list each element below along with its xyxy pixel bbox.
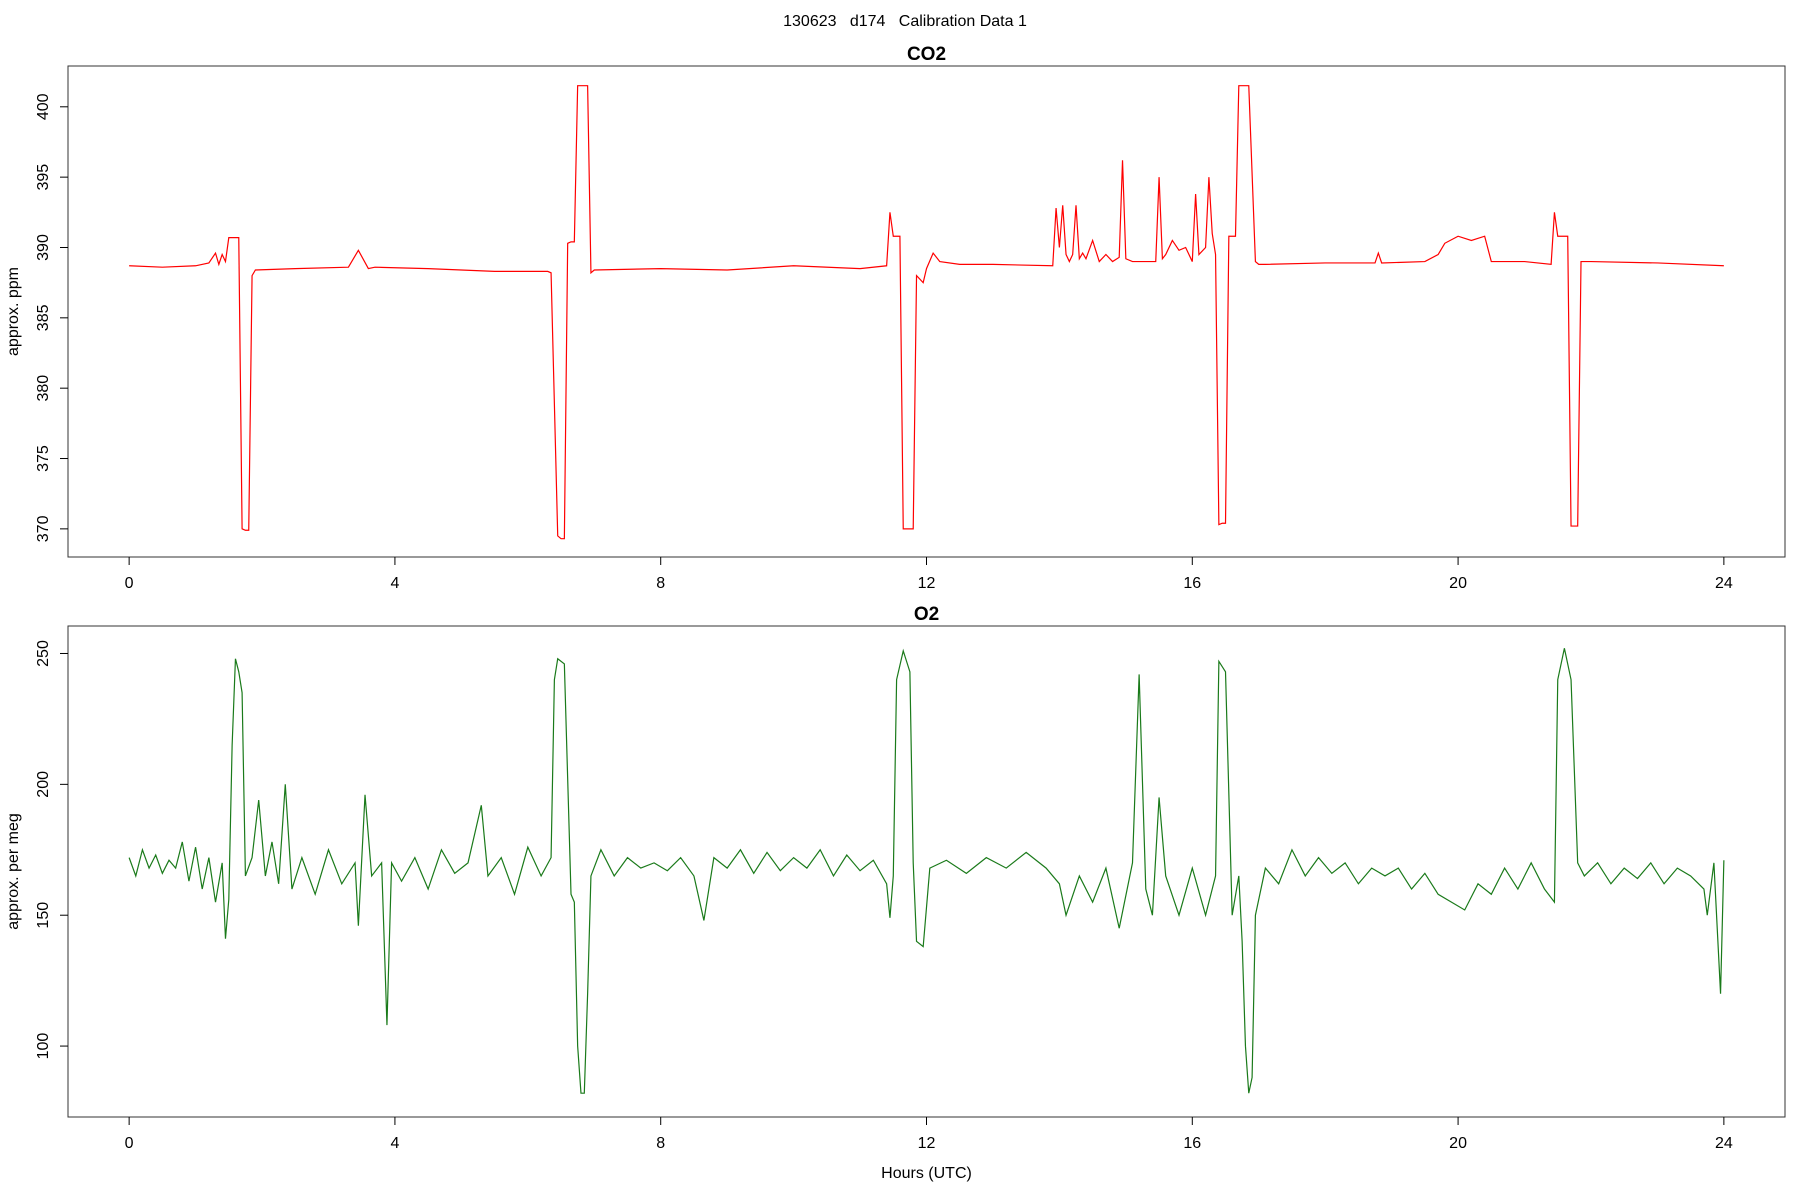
chart-title: O2 bbox=[914, 604, 939, 625]
x-tick-label: 24 bbox=[1715, 575, 1733, 592]
y-tick-label: 380 bbox=[35, 375, 52, 402]
chart-title: CO2 bbox=[907, 44, 946, 65]
x-tick-label: 0 bbox=[125, 575, 134, 592]
y-tick-label: 390 bbox=[35, 234, 52, 261]
y-tick-label: 150 bbox=[35, 902, 52, 929]
x-tick-label: 20 bbox=[1449, 1135, 1467, 1152]
y-tick-label: 100 bbox=[35, 1033, 52, 1060]
y-tick-label: 250 bbox=[35, 640, 52, 667]
y-tick-label: 200 bbox=[35, 771, 52, 798]
x-tick-label: 24 bbox=[1715, 1135, 1733, 1152]
y-tick-label: 385 bbox=[35, 304, 52, 331]
x-tick-label: 4 bbox=[390, 575, 399, 592]
y-tick-label: 375 bbox=[35, 445, 52, 472]
x-tick-label: 12 bbox=[918, 1135, 936, 1152]
data-line bbox=[129, 85, 1724, 540]
x-tick-label: 8 bbox=[656, 1135, 665, 1152]
x-tick-label: 4 bbox=[390, 1135, 399, 1152]
x-axis-label: Hours (UTC) bbox=[881, 1165, 972, 1182]
x-tick-label: 12 bbox=[918, 575, 936, 592]
x-tick-label: 16 bbox=[1183, 1135, 1201, 1152]
y-axis-label: approx. ppm bbox=[5, 267, 22, 356]
x-tick-label: 20 bbox=[1449, 575, 1467, 592]
figure-title: 130623 d174 Calibration Data 1 bbox=[783, 13, 1027, 30]
y-axis-label: approx. per meg bbox=[5, 813, 22, 930]
data-line bbox=[128, 648, 1725, 1094]
x-tick-label: 8 bbox=[656, 575, 665, 592]
y-tick-label: 395 bbox=[35, 164, 52, 191]
x-tick-label: 0 bbox=[125, 1135, 134, 1152]
y-tick-label: 400 bbox=[35, 93, 52, 120]
y-tick-label: 370 bbox=[35, 515, 52, 542]
x-tick-label: 16 bbox=[1183, 575, 1201, 592]
